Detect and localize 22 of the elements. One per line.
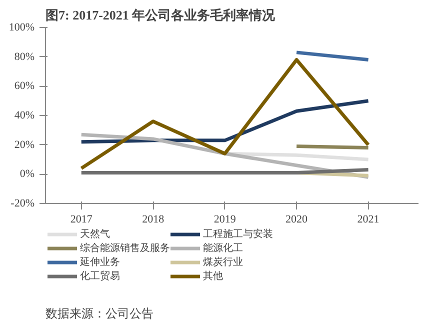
x-tick-label: 2019 — [214, 214, 236, 226]
y-tick-label: 60% — [14, 80, 35, 92]
legend-label: 煤炭行业 — [203, 256, 243, 269]
legend-label: 工程施工与安装 — [203, 228, 273, 241]
y-tick-label: 0% — [20, 168, 35, 180]
y-tick-label: 100% — [8, 22, 35, 34]
legend-label: 综合能源销售及服务 — [80, 242, 170, 255]
x-tick-label: 2017 — [70, 214, 93, 226]
x-tick-label: 2020 — [286, 214, 308, 226]
y-tick-label: 20% — [14, 138, 35, 151]
legend-label: 天然气 — [80, 228, 110, 241]
source-note: 数据来源：公司公告 — [46, 306, 154, 320]
x-tick-label: 2021 — [357, 214, 380, 226]
x-tick-label: 2018 — [142, 214, 165, 226]
legend-label: 能源化工 — [203, 242, 243, 255]
y-tick-label: 40% — [14, 110, 35, 122]
legend-label: 其他 — [203, 270, 223, 283]
y-tick-label: -20% — [10, 198, 34, 210]
y-tick-label: 80% — [14, 50, 35, 63]
chart-title: 图7: 2017-2021 年公司各业务毛利率情况 — [46, 8, 276, 22]
legend-label: 延伸业务 — [80, 256, 120, 269]
legend-label: 化工贸易 — [80, 270, 120, 283]
